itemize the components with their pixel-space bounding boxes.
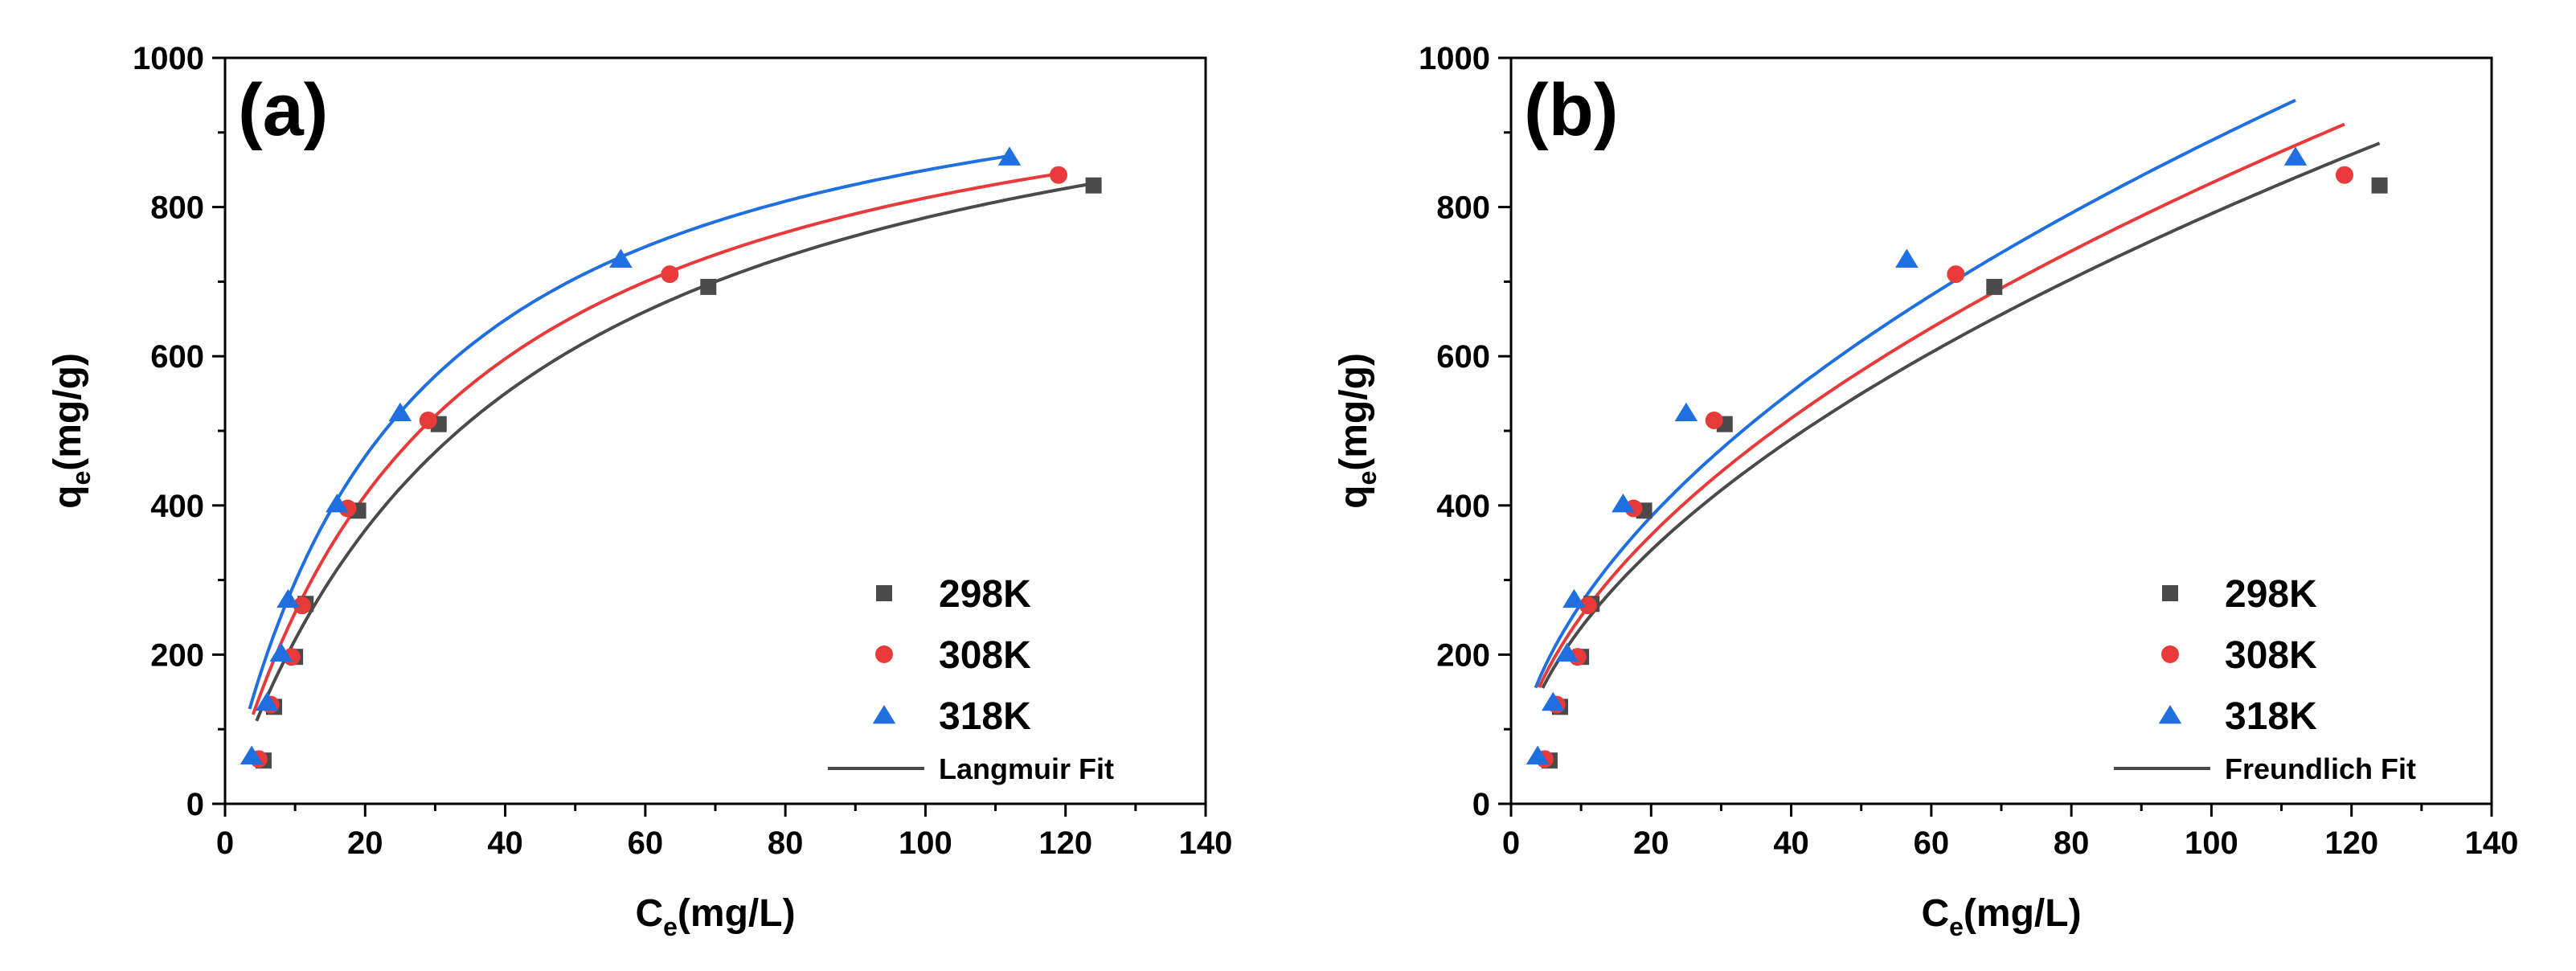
legend-label-308K: 308K: [2225, 634, 2317, 677]
data-point-308K: [1579, 596, 1597, 615]
x-tick-label: 120: [2324, 826, 2378, 861]
legend-label-298K: 298K: [2225, 573, 2317, 616]
data-point-308K: [293, 596, 311, 615]
freundlich-panel: 0 20 40 60 80 100 120 140 0 200 400 600 800 1000 Ce(mg…: [1333, 41, 2518, 941]
data-point-318K: [1526, 745, 1550, 765]
x-tick-label: 80: [2054, 826, 2090, 861]
y-tick-label: 1000: [1419, 41, 1490, 76]
x-tick-label: 140: [1179, 826, 1233, 861]
x-tick-label: 40: [1773, 826, 1809, 861]
y-axis-label-unit: (mg/g): [1333, 353, 1375, 471]
y-axis-label-subscript: e: [1353, 471, 1382, 486]
data-point-318K: [388, 402, 412, 422]
x-tick-label: 60: [628, 826, 664, 861]
x-tick-label: 60: [1914, 826, 1950, 861]
data-point-308K: [661, 265, 679, 284]
data-point-298K: [1085, 177, 1102, 194]
legend-label-318K: 318K: [2225, 695, 2317, 738]
y-tick-label: 800: [1436, 191, 1490, 226]
legend-marker-298K: [2162, 585, 2178, 601]
fit-curve-308K: [1538, 122, 2345, 689]
data-point-298K: [2371, 177, 2388, 194]
y-tick-label: 0: [1472, 787, 1490, 822]
y-tick-label: 0: [186, 787, 204, 822]
data-point-308K: [2336, 166, 2353, 184]
x-tick-label: 0: [216, 826, 234, 861]
x-tick-label: 40: [487, 826, 523, 861]
legend-marker-298K: [876, 585, 892, 601]
legend-marker-308K: [2161, 645, 2179, 663]
fit-curve-298K: [1541, 141, 2381, 689]
data-point-318K: [1541, 691, 1565, 711]
data-point-318K: [1612, 493, 1635, 513]
x-tick-label: 80: [768, 826, 804, 861]
data-point-318K: [255, 691, 279, 711]
x-tick-label: 100: [899, 826, 952, 861]
x-tick-label: 120: [1038, 826, 1092, 861]
data-point-318K: [1562, 588, 1586, 608]
legend-marker-318K: [872, 705, 896, 724]
x-axis-label-unit: (mg/L): [1964, 892, 2082, 935]
data-point-308K: [1050, 166, 1067, 184]
legend-label-298K: 298K: [939, 573, 1031, 616]
y-tick-label: 200: [150, 637, 204, 673]
x-axis-label-subscript: e: [663, 912, 678, 941]
data-point-308K: [419, 412, 437, 430]
data-point-308K: [1705, 412, 1723, 430]
x-axis-label: Ce(mg/L): [1921, 892, 2081, 941]
data-point-298K: [1986, 278, 2003, 295]
x-tick-label: 0: [1502, 826, 1520, 861]
data-point-318K: [1674, 402, 1698, 422]
y-tick-label: 400: [150, 489, 204, 524]
y-tick-label: 400: [1436, 489, 1490, 524]
langmuir-panel: 0 20 40 60 80 100 120 140 0 200 400 600 800 1000 Ce(mg…: [47, 41, 1232, 941]
data-point-318K: [1555, 642, 1579, 662]
y-tick-label: 200: [1436, 637, 1490, 673]
y-tick-label: 1000: [133, 41, 204, 76]
y-axis-label: qe(mg/g): [47, 353, 96, 509]
data-point-318K: [997, 146, 1022, 166]
y-tick-label: 600: [1436, 339, 1490, 375]
legend-marker-308K: [875, 645, 893, 663]
legend-marker-318K: [2158, 705, 2182, 724]
fit-curve-318K: [1534, 98, 2296, 689]
x-tick-label: 140: [2465, 826, 2519, 861]
fit-curve-298K: [255, 182, 1094, 722]
fit-curve-308K: [252, 172, 1059, 715]
x-axis-label-subscript: e: [1949, 912, 1964, 941]
data-point-318K: [240, 745, 264, 765]
data-point-318K: [1895, 248, 1919, 268]
data-point-318K: [2283, 146, 2308, 166]
data-point-298K: [700, 278, 717, 295]
y-tick-label: 600: [150, 339, 204, 375]
x-tick-label: 100: [2185, 826, 2238, 861]
legend-label-318K: 318K: [939, 695, 1031, 738]
y-axis-label-unit: (mg/g): [47, 353, 89, 471]
data-point-318K: [326, 493, 349, 513]
y-axis-label-subscript: e: [67, 471, 96, 486]
panel-label: (b): [1524, 69, 1618, 151]
data-point-318K: [276, 588, 300, 608]
y-axis-label: qe(mg/g): [1333, 353, 1382, 509]
legend-fit-label: Langmuir Fit: [939, 752, 1114, 785]
data-point-318K: [269, 642, 293, 662]
fit-curve-318K: [248, 154, 1010, 710]
x-tick-label: 20: [347, 826, 383, 861]
legend-label-308K: 308K: [939, 634, 1031, 677]
x-axis-label: Ce(mg/L): [635, 892, 795, 941]
panel-label: (a): [238, 69, 328, 151]
legend-fit-label: Freundlich Fit: [2225, 752, 2416, 785]
data-point-318K: [609, 248, 633, 268]
x-axis-label-unit: (mg/L): [678, 892, 796, 935]
y-tick-label: 800: [150, 191, 204, 226]
data-point-308K: [1947, 265, 1965, 284]
x-tick-label: 20: [1633, 826, 1669, 861]
